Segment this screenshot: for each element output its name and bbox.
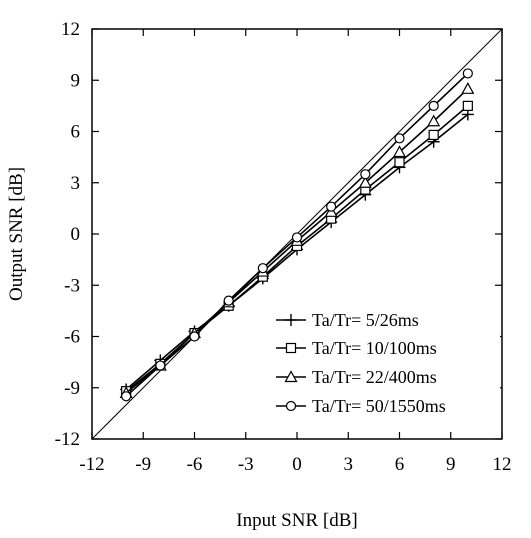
y-tick-label: 3 [71,173,81,194]
data-point-triangle [427,114,441,127]
data-point-triangle [461,82,475,94]
data-point-circle [155,360,166,371]
legend-entry: Ta/Tr= 10/100ms [276,338,437,358]
legend-marker-triangle [284,370,298,383]
y-tick-label: 9 [71,70,81,91]
y-tick-label: 12 [61,19,80,40]
legend: Ta/Tr= 5/26ms Ta/Tr= 10/100ms Ta/Tr= 22/40… [276,310,446,416]
y-tick-label: -6 [64,327,80,348]
legend-box [270,302,500,432]
y-tick-label: 0 [71,224,81,245]
series-layer [119,68,475,402]
legend-entry: Ta/Tr= 22/400ms [276,367,437,387]
data-point-circle [189,331,200,342]
data-point-circle [257,263,268,274]
data-point-square [428,129,439,141]
x-tick-label: 12 [493,454,512,475]
data-point-circle [428,100,439,111]
x-tick-label: -9 [135,454,151,475]
data-point-circle [223,295,234,306]
legend-label: Ta/Tr= 5/26ms [312,310,419,330]
legend-entry: Ta/Tr= 5/26ms [276,310,419,330]
legend-entry: Ta/Tr= 50/1550ms [276,396,446,416]
x-axis-title: Input SNR [dB] [236,510,357,531]
data-point-circle [360,169,371,180]
data-point-circle [326,201,337,212]
x-tick-label: 3 [344,454,354,475]
legend-marker-square [285,342,297,354]
x-tick-label: 9 [446,454,456,475]
y-tick-label: -12 [55,429,80,450]
x-tick-label: 6 [395,454,405,475]
legend-label: Ta/Tr= 10/100ms [312,338,437,358]
x-tick-label: -12 [79,454,104,475]
x-tick-label: 0 [292,454,302,475]
data-point-circle [462,68,473,79]
y-tick-label: -3 [64,275,80,296]
data-point-circle [394,133,405,144]
data-point-circle [121,391,132,402]
data-point-triangle [358,176,372,188]
data-point-square [394,157,405,168]
ticks-layer: -12 -9 -6 -3 0 3 6 9 12 -12 -9 -6 -3 0 3 6 9 12 [55,19,512,475]
legend-marker-circle [285,400,297,412]
x-tick-label: -6 [187,454,203,475]
x-tick-label: -3 [238,454,254,475]
y-axis-title: Output SNR [dB] [6,167,27,301]
y-tick-label: -9 [64,378,80,399]
data-point-triangle [392,145,407,158]
y-tick-label: 6 [71,122,81,143]
legend-label: Ta/Tr= 50/1550ms [312,396,446,416]
legend-marker-plus [285,314,297,326]
series-circle [121,68,473,402]
legend-label: Ta/Tr= 22/400ms [312,367,437,387]
data-point-square [462,100,473,111]
data-point-circle [291,232,303,243]
